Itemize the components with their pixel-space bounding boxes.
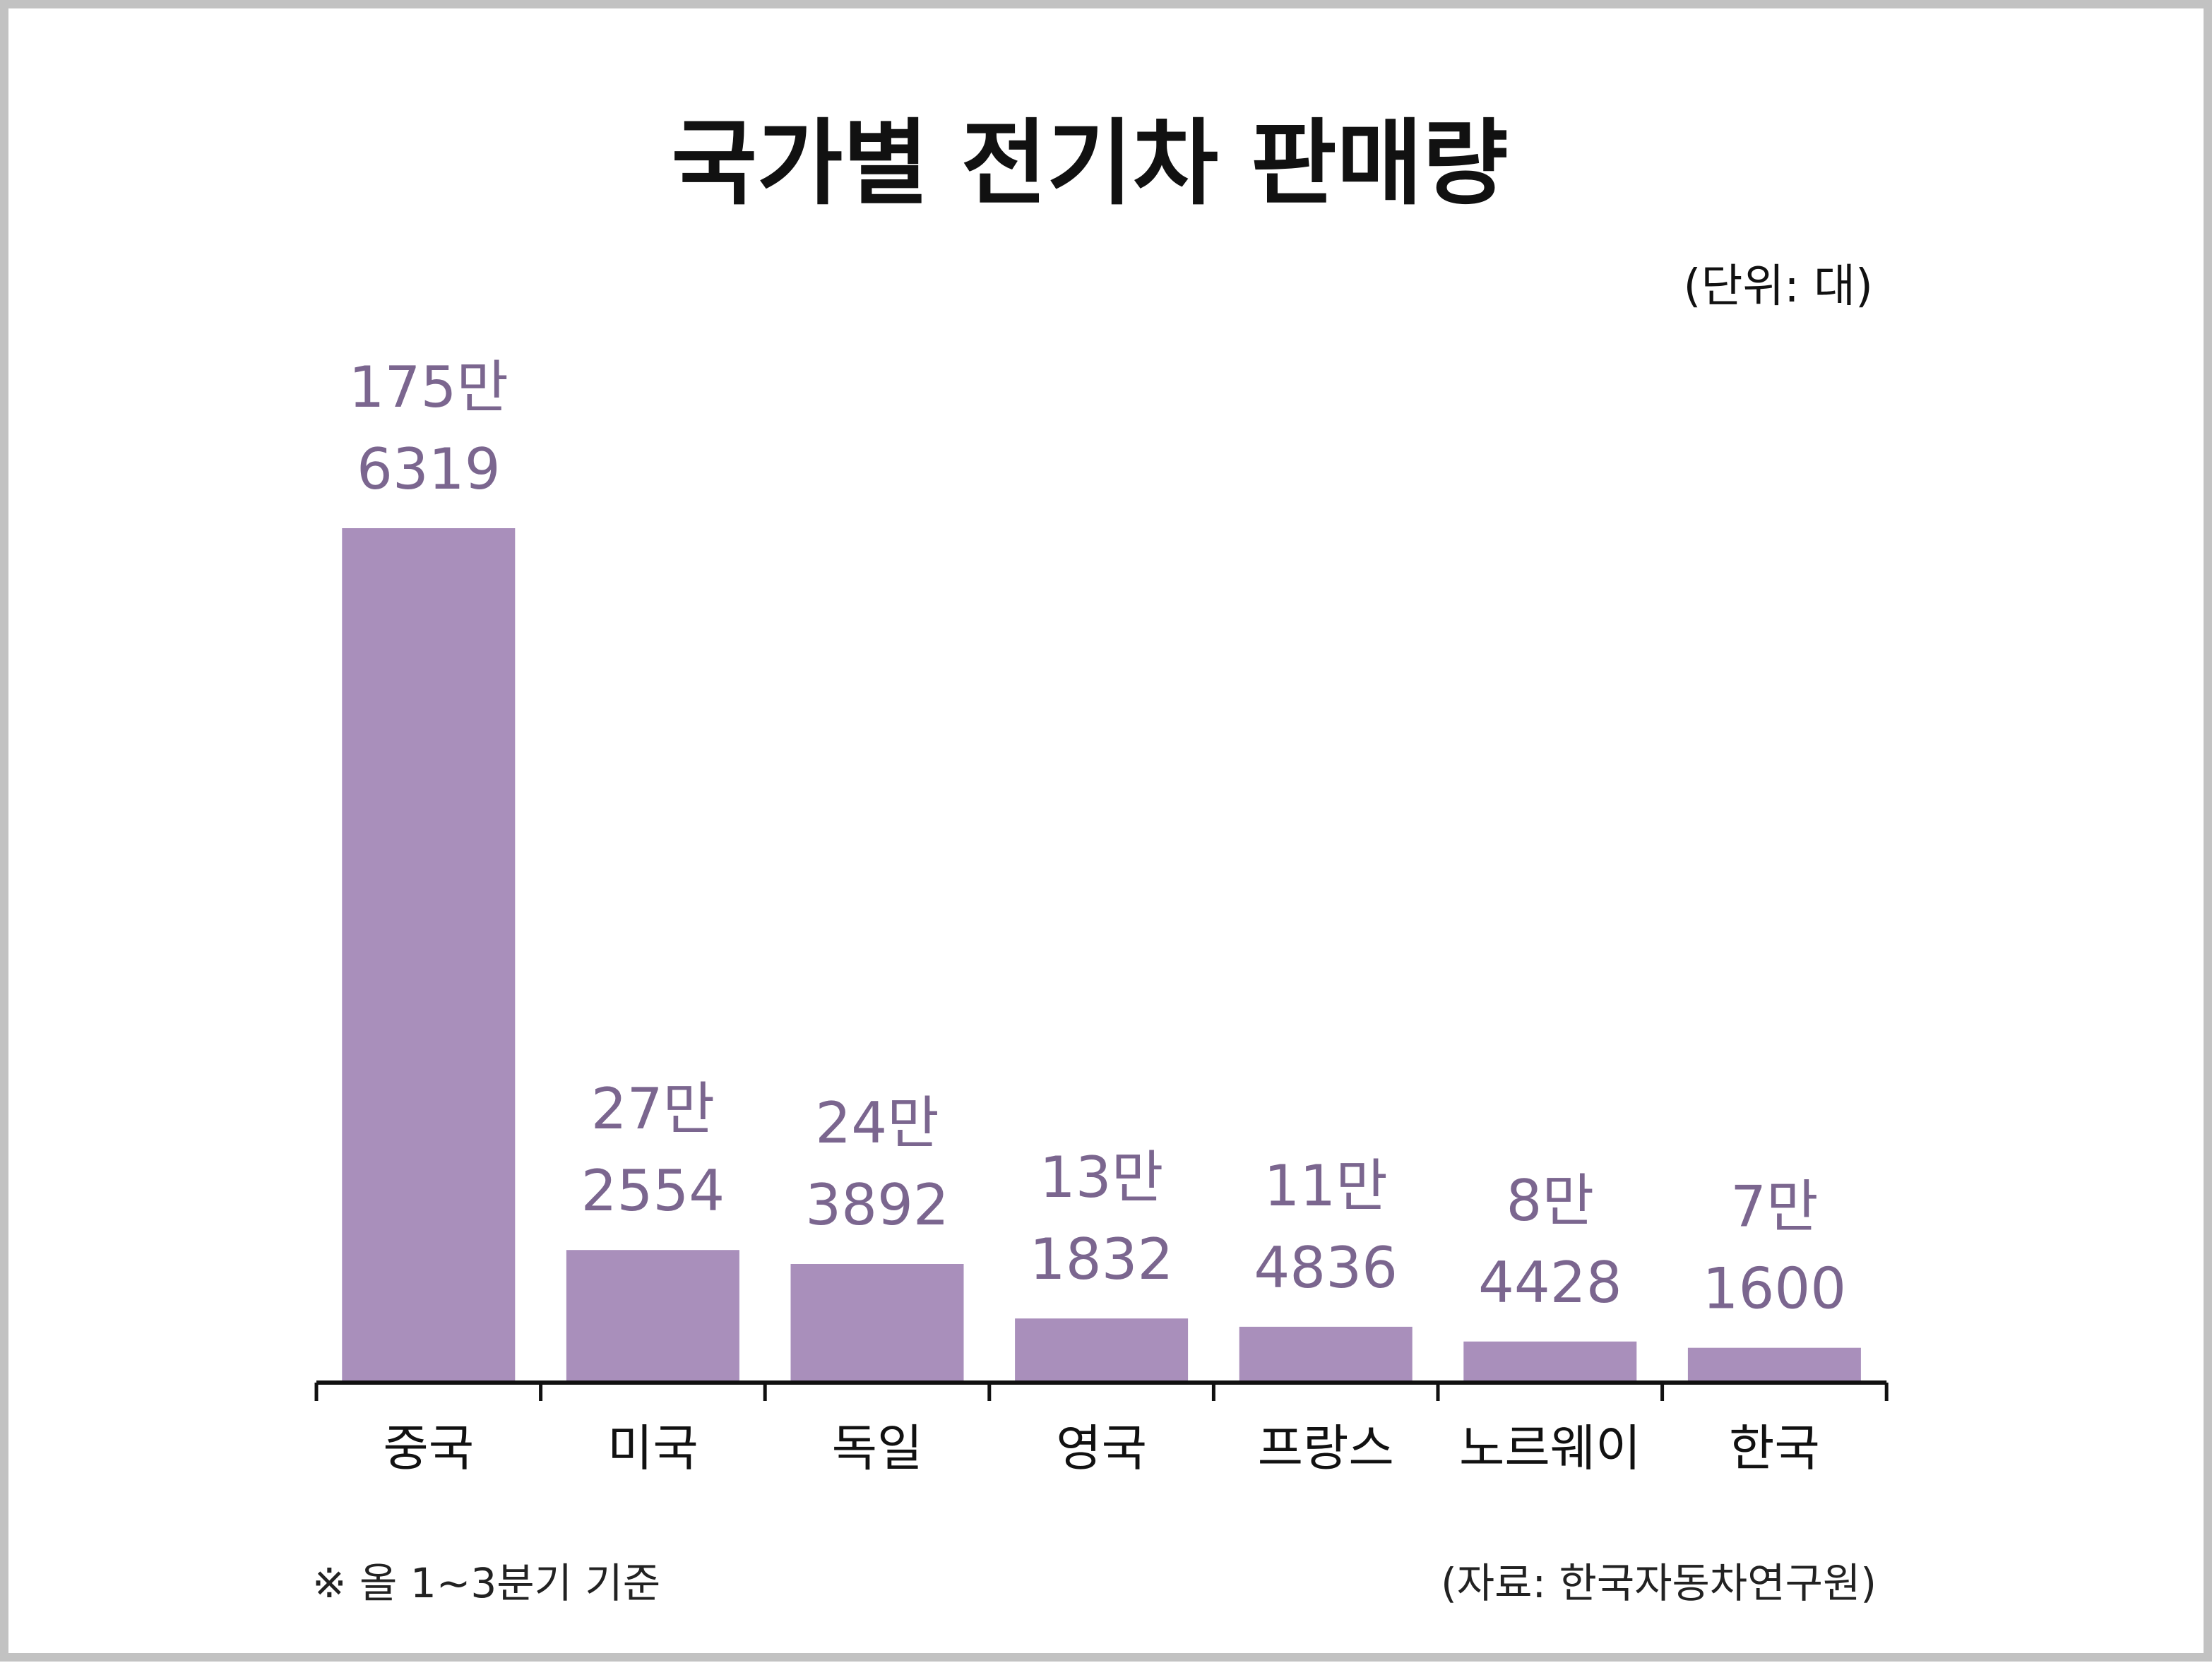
value-label-2-1: 3892 bbox=[805, 1172, 949, 1238]
bar-2 bbox=[790, 1264, 964, 1383]
bar-chart: 국가별 전기차 판매량 (단위: 대) 175만 6319 27만 2554 24만 38… bbox=[312, 109, 1889, 1607]
category-label-0: 중국 bbox=[383, 1419, 474, 1477]
value-label-4-0: 11만 bbox=[1263, 1153, 1387, 1219]
value-label-1-1: 2554 bbox=[581, 1158, 725, 1224]
category-label-5: 노르웨이 bbox=[1459, 1419, 1641, 1477]
bar-3 bbox=[1015, 1318, 1189, 1383]
bar-6 bbox=[1687, 1347, 1861, 1383]
value-label-6-0: 7만 bbox=[1730, 1174, 1819, 1240]
value-label-5-1: 4428 bbox=[1478, 1250, 1622, 1316]
category-label-2: 독일 bbox=[832, 1419, 923, 1477]
value-label-5-0: 8만 bbox=[1506, 1168, 1595, 1234]
bar-1 bbox=[566, 1250, 739, 1383]
value-label-1-0: 27만 bbox=[591, 1076, 715, 1142]
category-label-1: 미국 bbox=[607, 1419, 698, 1477]
category-label-4: 프랑스 bbox=[1258, 1419, 1394, 1477]
value-label-2-0: 24만 bbox=[815, 1090, 939, 1156]
value-labels-group: 175만 6319 27만 2554 24만 3892 13만 1832 11만 4836 8만 44… bbox=[349, 354, 1847, 1322]
bar-0 bbox=[342, 528, 516, 1383]
unit-label: (단위: 대) bbox=[1684, 261, 1873, 313]
category-label-3: 영국 bbox=[1056, 1419, 1147, 1477]
footnote: ※ 올 1~3분기 기준 bbox=[312, 1559, 660, 1607]
source-label: (자료: 한국자동차연구원) bbox=[1441, 1559, 1877, 1607]
bar-4 bbox=[1239, 1326, 1413, 1383]
value-label-3-0: 13만 bbox=[1040, 1145, 1163, 1210]
value-label-6-1: 1600 bbox=[1703, 1256, 1847, 1322]
value-label-4-1: 4836 bbox=[1254, 1235, 1398, 1301]
value-label-0-0: 175만 bbox=[349, 354, 509, 420]
chart-title: 국가별 전기차 판매량 bbox=[672, 109, 1509, 218]
bars-group bbox=[342, 528, 1861, 1383]
bar-5 bbox=[1463, 1341, 1637, 1383]
category-labels-group: 중국 미국 독일 영국 프랑스 노르웨이 한국 bbox=[383, 1419, 1819, 1477]
x-axis bbox=[314, 1380, 1889, 1401]
category-label-6: 한국 bbox=[1729, 1419, 1820, 1477]
value-label-3-1: 1832 bbox=[1030, 1227, 1174, 1292]
value-label-0-1: 6319 bbox=[357, 436, 501, 502]
